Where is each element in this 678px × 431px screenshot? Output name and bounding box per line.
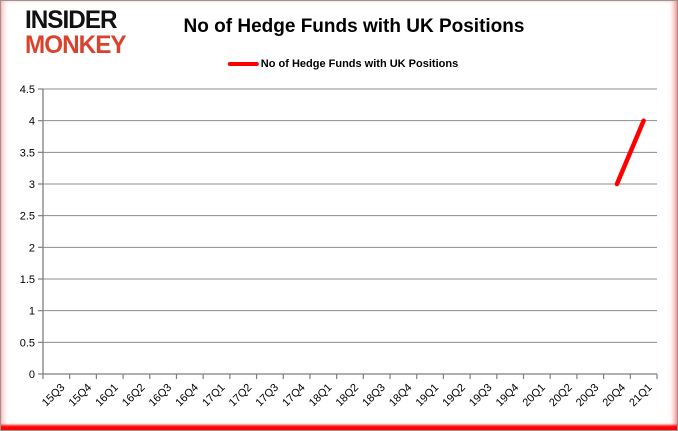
axes xyxy=(42,89,657,375)
legend-label: No of Hedge Funds with UK Positions xyxy=(260,58,459,70)
svg-text:0.5: 0.5 xyxy=(20,337,35,349)
svg-text:21Q1: 21Q1 xyxy=(627,382,655,410)
svg-text:4: 4 xyxy=(29,116,35,128)
svg-text:16Q1: 16Q1 xyxy=(93,382,121,410)
svg-text:19Q3: 19Q3 xyxy=(467,382,495,410)
logo-text-insider: INSIDER xyxy=(25,6,118,34)
svg-text:15Q4: 15Q4 xyxy=(67,382,95,410)
x-axis-ticks xyxy=(42,374,658,379)
svg-text:1: 1 xyxy=(29,306,35,318)
y-axis-ticks xyxy=(38,88,43,375)
svg-text:20Q3: 20Q3 xyxy=(574,382,602,410)
chart-legend: No of Hedge Funds with UK Positions xyxy=(227,58,459,70)
insider-monkey-logo: INSIDER MONKEY xyxy=(25,6,127,59)
svg-text:2.5: 2.5 xyxy=(20,211,35,223)
svg-text:19Q4: 19Q4 xyxy=(494,382,522,410)
svg-text:3.5: 3.5 xyxy=(20,147,35,159)
svg-text:17Q3: 17Q3 xyxy=(254,382,282,410)
svg-text:20Q4: 20Q4 xyxy=(601,382,629,410)
svg-text:17Q4: 17Q4 xyxy=(280,382,308,410)
svg-text:15Q3: 15Q3 xyxy=(40,382,68,410)
svg-text:1.5: 1.5 xyxy=(20,274,35,286)
svg-text:20Q2: 20Q2 xyxy=(547,382,575,410)
svg-text:18Q3: 18Q3 xyxy=(360,382,388,410)
gridlines xyxy=(43,88,657,343)
logo-text-monkey: MONKEY xyxy=(25,30,127,59)
legend-line-marker-icon xyxy=(227,62,259,66)
chart-title: No of Hedge Funds with UK Positions xyxy=(183,16,525,37)
svg-text:18Q2: 18Q2 xyxy=(334,382,362,410)
svg-text:4.5: 4.5 xyxy=(20,84,35,96)
svg-text:17Q2: 17Q2 xyxy=(227,382,255,410)
svg-text:20Q1: 20Q1 xyxy=(520,382,548,410)
svg-text:19Q1: 19Q1 xyxy=(414,382,442,410)
svg-text:18Q1: 18Q1 xyxy=(307,382,335,410)
svg-text:0: 0 xyxy=(29,369,35,381)
svg-text:19Q2: 19Q2 xyxy=(440,382,468,410)
svg-text:16Q4: 16Q4 xyxy=(173,382,201,410)
svg-text:3: 3 xyxy=(29,179,35,191)
x-axis-labels: 15Q3 15Q4 16Q1 16Q2 16Q3 16Q4 17Q1 17Q2 17Q3 17Q4… xyxy=(40,382,655,410)
series-line xyxy=(614,118,646,187)
svg-text:2: 2 xyxy=(29,242,35,254)
svg-text:16Q2: 16Q2 xyxy=(120,382,148,410)
svg-text:18Q4: 18Q4 xyxy=(387,382,415,410)
svg-text:16Q3: 16Q3 xyxy=(147,382,175,410)
y-axis-labels: 0 0.5 1 1.5 2 2.5 3 3.5 4 4.5 xyxy=(20,84,35,381)
svg-text:17Q1: 17Q1 xyxy=(200,382,228,410)
